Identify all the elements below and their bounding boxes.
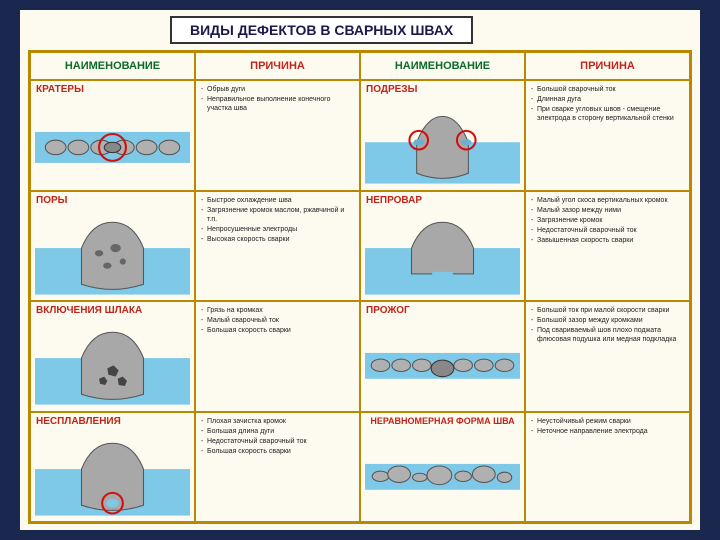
cause-item: Завышенная скорость сварки: [531, 236, 684, 245]
defects-grid: НАИМЕНОВАНИЕ ПРИЧИНА НАИМЕНОВАНИЕ ПРИЧИН…: [28, 50, 692, 524]
crater-icon: [35, 99, 190, 186]
cause-item: Грязь на кромках: [201, 306, 354, 315]
page-title: ВИДЫ ДЕФЕКТОВ В СВАРНЫХ ШВАХ: [170, 16, 473, 44]
defect-name: НЕПРОВАР: [361, 192, 524, 209]
defect-name: ВКЛЮЧЕНИЯ ШЛАКА: [31, 302, 194, 319]
cause-cell: Быстрое охлаждение шваЗагрязнение кромок…: [195, 191, 360, 302]
header-col1: НАИМЕНОВАНИЕ: [30, 52, 195, 80]
cause-cell: Малый угол скоса вертикальных кромокМалы…: [525, 191, 690, 302]
cause-list: Обрыв дугиНеправильное выполнение конечн…: [196, 81, 359, 118]
cause-list: Грязь на кромкахМалый сварочный токБольш…: [196, 302, 359, 340]
defect-name: ПОРЫ: [31, 192, 194, 209]
cause-item: Большой зазор между кромками: [531, 316, 684, 325]
cause-cell: Большой сварочный токДлинная дугаПри сва…: [525, 80, 690, 191]
cause-item: Загрязнение кромок маслом, ржавчиной и т…: [201, 206, 354, 224]
cause-list: Плохая зачистка кромокБольшая длина дуги…: [196, 413, 359, 461]
cause-item: Быстрое охлаждение шва: [201, 196, 354, 205]
cause-item: Малый угол скоса вертикальных кромок: [531, 196, 684, 205]
cause-cell: Большой ток при малой скорости сваркиБол…: [525, 301, 690, 412]
header-col2: ПРИЧИНА: [195, 52, 360, 80]
cause-cell: Плохая зачистка кромокБольшая длина дуги…: [195, 412, 360, 523]
cause-item: Недостаточный сварочный ток: [201, 437, 354, 446]
cause-cell: Грязь на кромкахМалый сварочный токБольш…: [195, 301, 360, 412]
defect-cell: ПРОЖОГ: [360, 301, 525, 412]
fusion-lack-icon: [365, 210, 520, 297]
defect-name: КРАТЕРЫ: [31, 81, 194, 98]
cause-list: Большой сварочный токДлинная дугаПри сва…: [526, 81, 689, 128]
cause-item: Под свариваемый шов плохо поджата флюсов…: [531, 326, 684, 344]
cause-item: Обрыв дуги: [201, 85, 354, 94]
defect-cell: КРАТЕРЫ: [30, 80, 195, 191]
cause-item: Большой сварочный ток: [531, 85, 684, 94]
cause-item: Плохая зачистка кромок: [201, 417, 354, 426]
header-col3: НАИМЕНОВАНИЕ: [360, 52, 525, 80]
defect-name: НЕРАВНОМЕРНАЯ ФОРМА ШВА: [361, 413, 524, 429]
header-col4: ПРИЧИНА: [525, 52, 690, 80]
cause-item: Непросушенные электроды: [201, 225, 354, 234]
defect-name: НЕСПЛАВЛЕНИЯ: [31, 413, 194, 430]
pores-icon: [35, 210, 190, 297]
defect-cell: НЕРАВНОМЕРНАЯ ФОРМА ШВА: [360, 412, 525, 523]
slag-icon: [35, 320, 190, 407]
cause-item: Загрязнение кромок: [531, 216, 684, 225]
cause-item: Неточное направление электрода: [531, 427, 684, 436]
cause-item: Большая скорость сварки: [201, 447, 354, 456]
cause-item: Большой ток при малой скорости сварки: [531, 306, 684, 315]
undercut-icon: [365, 99, 520, 186]
cause-item: Неправильное выполнение конечного участк…: [201, 95, 354, 113]
cause-item: Высокая скорость сварки: [201, 235, 354, 244]
cause-cell: Неустойчивый режим сваркиНеточное направ…: [525, 412, 690, 523]
defect-cell: НЕСПЛАВЛЕНИЯ: [30, 412, 195, 523]
defect-name: ПРОЖОГ: [361, 302, 524, 319]
cause-item: Неустойчивый режим сварки: [531, 417, 684, 426]
nonfusion-icon: [35, 431, 190, 518]
cause-cell: Обрыв дугиНеправильное выполнение конечн…: [195, 80, 360, 191]
defect-cell: ПОРЫ: [30, 191, 195, 302]
defect-name: ПОДРЕЗЫ: [361, 81, 524, 98]
defect-cell: НЕПРОВАР: [360, 191, 525, 302]
cause-list: Малый угол скоса вертикальных кромокМалы…: [526, 192, 689, 250]
cause-list: Большой ток при малой скорости сваркиБол…: [526, 302, 689, 349]
cause-item: Малый зазор между ними: [531, 206, 684, 215]
cause-item: Малый сварочный ток: [201, 316, 354, 325]
cause-item: Недостаточный сварочный ток: [531, 226, 684, 235]
cause-item: Большая скорость сварки: [201, 326, 354, 335]
cause-item: Длинная дуга: [531, 95, 684, 104]
infographic-page: ВИДЫ ДЕФЕКТОВ В СВАРНЫХ ШВАХ НАИМЕНОВАНИ…: [20, 10, 700, 530]
defect-cell: ПОДРЕЗЫ: [360, 80, 525, 191]
cause-item: Большая длина дуги: [201, 427, 354, 436]
irregular-icon: [365, 431, 520, 518]
cause-list: Быстрое охлаждение шваЗагрязнение кромок…: [196, 192, 359, 249]
cause-item: При сварке угловых швов - смещение элект…: [531, 105, 684, 123]
cause-list: Неустойчивый режим сваркиНеточное направ…: [526, 413, 689, 441]
burnthrough-icon: [365, 320, 520, 407]
defect-cell: ВКЛЮЧЕНИЯ ШЛАКА: [30, 301, 195, 412]
